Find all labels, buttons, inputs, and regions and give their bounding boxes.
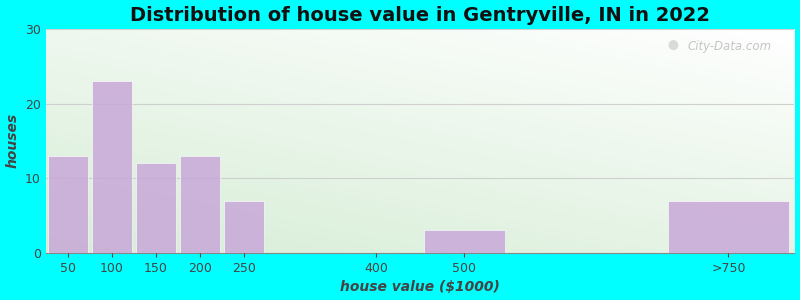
Title: Distribution of house value in Gentryville, IN in 2022: Distribution of house value in Gentryvil…	[130, 6, 710, 25]
Bar	[92, 81, 132, 253]
X-axis label: house value ($1000): house value ($1000)	[340, 280, 500, 294]
Bar	[48, 156, 88, 253]
Bar	[136, 163, 176, 253]
Text: ⬤: ⬤	[667, 40, 678, 50]
Y-axis label: houses: houses	[6, 113, 19, 168]
Bar	[224, 201, 264, 253]
Text: City-Data.com: City-Data.com	[688, 40, 772, 53]
Bar	[424, 230, 505, 253]
Bar	[180, 156, 220, 253]
Bar	[668, 201, 789, 253]
